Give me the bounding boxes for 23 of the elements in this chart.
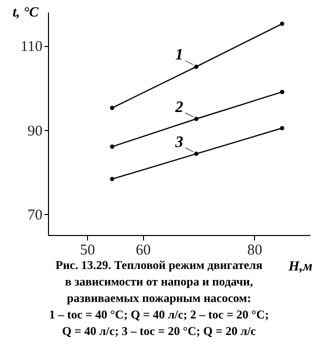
point	[110, 106, 114, 110]
y-tick-label: 110	[20, 39, 42, 56]
point	[280, 126, 284, 130]
y-tick-label: 90	[28, 123, 42, 140]
point	[194, 152, 198, 156]
point	[110, 144, 114, 149]
y-tick-label: 70	[28, 207, 42, 224]
text: 1 – tос = 40 °C; Q = 40 л/с; 2 – tос = 20 °C;	[49, 308, 269, 322]
point	[110, 176, 114, 182]
series-label: 3	[174, 134, 184, 151]
text: Рис. 13.29. Тепловой режим двигателя в зависимости от напора и подачи, развиваемых пожарным насосом:	[56, 258, 263, 305]
x-tick-label: 60	[136, 242, 151, 258]
point	[280, 90, 284, 94]
series-label: 1	[175, 46, 184, 64]
x-axis-title: H,м	[288, 260, 313, 274]
point	[194, 64, 198, 69]
y-axis-title: t, °C	[12, 6, 40, 20]
point	[194, 116, 198, 121]
series-label: 2	[174, 98, 184, 116]
x-tick-label: 80	[247, 242, 262, 258]
text: Q = 40 л/с; 3 – tос = 20 °C; Q = 20 л/с	[62, 324, 257, 338]
x-tick-label: 50	[80, 242, 96, 258]
point	[280, 22, 284, 26]
